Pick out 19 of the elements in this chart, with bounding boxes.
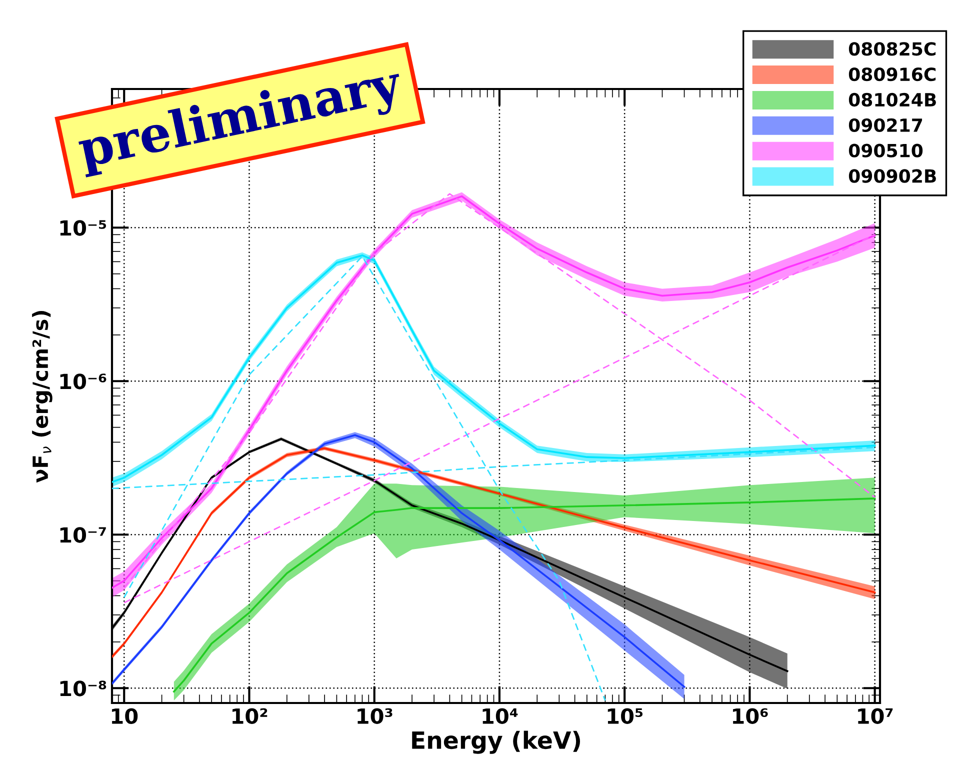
- legend-label: 090510: [848, 144, 923, 158]
- y-tick-label: 10⁻⁷: [60, 527, 106, 543]
- legend-label: 080825C: [848, 42, 936, 56]
- x-tick-label: 10⁷: [858, 708, 893, 724]
- legend-label: 090217: [848, 118, 922, 132]
- x-tick-label: 10²: [232, 708, 268, 724]
- legend-label: 081024B: [848, 92, 936, 107]
- y-tick-label: 10⁻⁶: [60, 374, 106, 390]
- x-axis-title: Energy (keV): [412, 730, 580, 754]
- y-tick-label: 10⁻⁸: [60, 680, 106, 696]
- y-tick-label: 10⁻⁵: [60, 220, 106, 236]
- x-tick-label: 10⁵: [608, 708, 643, 724]
- y-axis-title: νF$_{ν}$ (erg/cm²/s): [32, 311, 52, 483]
- x-tick-label: 10: [112, 708, 138, 724]
- x-tick-label: 10³: [358, 708, 392, 724]
- legend-label: 080916C: [848, 68, 936, 82]
- x-tick-label: 10⁶: [733, 708, 768, 724]
- legend-label: 090902B: [848, 169, 936, 183]
- x-tick-label: 10⁴: [482, 708, 518, 724]
